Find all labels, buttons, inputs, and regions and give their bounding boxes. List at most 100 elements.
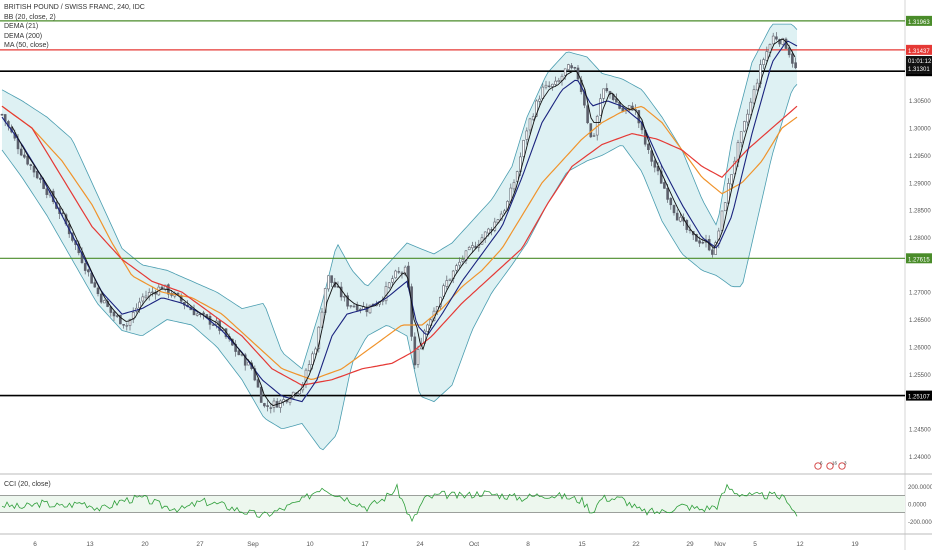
- x-tick-label: 15: [578, 541, 586, 548]
- candle-body: [522, 140, 525, 157]
- candle-body: [467, 247, 471, 251]
- cci-tick-label: 0.0000: [908, 503, 927, 509]
- candle-body: [675, 212, 679, 221]
- cci-tick-label: -200.0000: [908, 520, 932, 526]
- candle-body: [45, 188, 49, 195]
- candle-body: [387, 282, 391, 288]
- candle-body: [368, 304, 372, 314]
- y-tick-label: 1.29500: [909, 154, 931, 160]
- candle-body: [253, 368, 257, 381]
- series-line: [1, 40, 798, 403]
- candle-body: [234, 343, 237, 352]
- candle-body: [397, 271, 401, 273]
- indicator-lines: [1, 38, 798, 407]
- candle-body: [602, 88, 605, 99]
- candle-body: [256, 379, 260, 388]
- candle-body: [528, 118, 532, 131]
- x-tick-label: 17: [361, 541, 369, 548]
- x-tick-label: 22: [632, 541, 640, 548]
- candle-body: [83, 263, 87, 271]
- legend-ma50[interactable]: MA (50, close): [4, 42, 49, 49]
- event-flag-icon[interactable]: 3: [838, 461, 847, 470]
- price-level-label: 1.27615: [908, 257, 930, 263]
- candle-body: [29, 164, 33, 166]
- legend-dema21[interactable]: DEMA (21): [4, 23, 39, 30]
- candle-body: [403, 266, 407, 275]
- event-flag-icon[interactable]: 16: [826, 461, 838, 470]
- candle-body: [237, 350, 241, 356]
- candle-body: [343, 296, 346, 298]
- candle-body: [746, 113, 749, 123]
- legend-dema200[interactable]: DEMA (200): [4, 32, 43, 40]
- event-badge-count: 6: [820, 461, 823, 466]
- candle-body: [563, 68, 567, 76]
- candle-body: [394, 270, 397, 279]
- candle-body: [557, 79, 561, 82]
- candle-body: [739, 131, 743, 143]
- candle-body: [445, 280, 449, 287]
- candle-body: [771, 35, 775, 45]
- y-tick-label: 1.25500: [909, 373, 931, 379]
- event-badge-count: 16: [832, 461, 838, 466]
- x-tick-label: 27: [196, 541, 204, 548]
- event-badge-ring: [814, 462, 822, 470]
- candle-body: [128, 319, 132, 326]
- candle-body: [0, 113, 4, 116]
- candle-body: [112, 311, 116, 317]
- candle-body: [448, 278, 452, 281]
- candle-body: [723, 202, 727, 212]
- candle-body: [599, 98, 602, 116]
- event-badge-count: 3: [844, 461, 847, 466]
- candle-body: [647, 143, 650, 150]
- candles: [0, 32, 797, 414]
- candle-body: [743, 121, 746, 132]
- legend-bb[interactable]: BB (20, close, 2): [4, 13, 56, 21]
- candle-body: [650, 150, 653, 162]
- x-tick-label: 13: [86, 541, 94, 548]
- candle-body: [730, 174, 733, 185]
- candle-body: [352, 305, 356, 308]
- current-price-label: 01:01:12: [908, 59, 932, 65]
- candle-body: [762, 59, 765, 65]
- candle-body: [93, 282, 97, 288]
- price-level-tag: [906, 253, 932, 264]
- candle-body: [666, 187, 669, 200]
- candle-body: [775, 36, 778, 40]
- candle-body: [787, 47, 791, 56]
- event-badges[interactable]: 6 16 3: [814, 461, 847, 470]
- cci-legend[interactable]: CCI (20, close): [4, 481, 51, 488]
- candle-body: [752, 89, 756, 104]
- candle-body: [355, 304, 359, 311]
- y-tick-label: 1.27000: [909, 291, 931, 297]
- candle-body: [659, 170, 663, 184]
- candle-body: [99, 293, 103, 303]
- candle-body: [103, 300, 106, 304]
- price-level-tag: [906, 390, 932, 401]
- candle-body: [32, 165, 36, 173]
- candle-body: [410, 286, 413, 337]
- candle-body: [669, 198, 673, 206]
- smoothed-price-line: [11, 38, 796, 407]
- event-flag-icon[interactable]: 6: [814, 461, 823, 470]
- cci-tick-label: 200.0000: [908, 485, 932, 491]
- x-tick-label: 29: [686, 541, 694, 548]
- candle-body: [80, 251, 84, 263]
- candle-body: [778, 39, 781, 45]
- cci-line: [1, 483, 798, 523]
- candle-body: [535, 100, 538, 117]
- candle-body: [288, 398, 292, 403]
- candle-body: [87, 269, 90, 273]
- candle-body: [455, 265, 458, 271]
- y-tick-label: 1.26000: [909, 345, 931, 351]
- candle-body: [698, 240, 701, 244]
- candle-body: [503, 210, 506, 214]
- x-tick-label: 19: [851, 541, 859, 548]
- candle-body: [247, 361, 250, 366]
- candle-body: [346, 295, 349, 307]
- x-tick-label: 5: [753, 541, 757, 548]
- candle-body: [615, 98, 618, 103]
- candle-body: [269, 407, 273, 409]
